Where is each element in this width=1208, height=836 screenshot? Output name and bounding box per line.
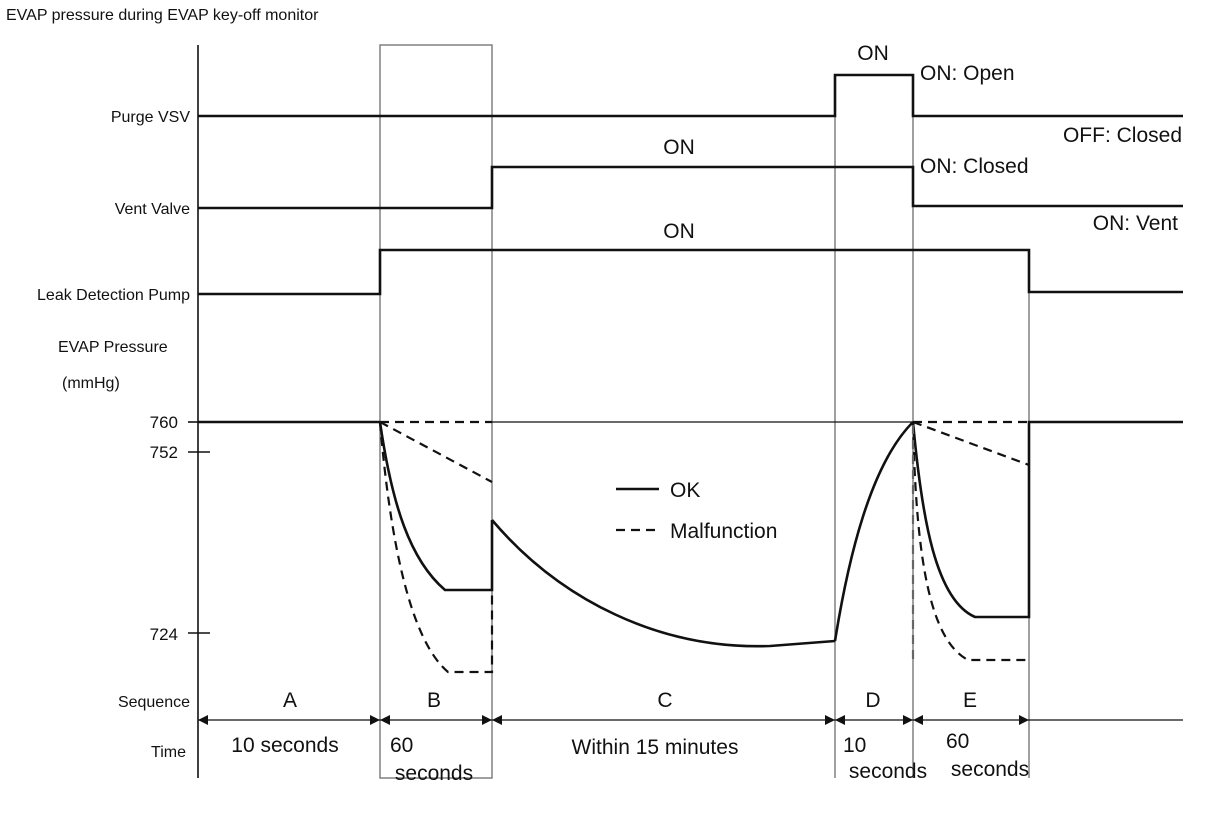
row-label-time: Time <box>151 744 186 761</box>
purge-closed-label: OFF: Closed <box>1063 124 1182 147</box>
arrow-a-right <box>370 715 380 725</box>
leak-pump-trace <box>198 248 1183 296</box>
tick-label-724: 724 <box>150 625 178 644</box>
malf-curve-e <box>911 421 1029 662</box>
arrow-d-right <box>903 715 913 725</box>
sequence-letter-a: A <box>283 689 297 712</box>
row-label-pressure-unit: (mmHg) <box>62 375 120 392</box>
malf-curve-b <box>378 421 494 674</box>
ok-curve-b <box>378 421 494 592</box>
time-d-line2: seconds <box>849 760 927 783</box>
row-label-evap-pressure: EVAP Pressure <box>58 339 168 356</box>
malf-slope-b <box>379 421 493 483</box>
vent-vent-label: ON: Vent <box>1093 212 1178 235</box>
arrow-e-left <box>913 715 923 725</box>
time-b-line2: seconds <box>395 762 473 785</box>
time-a: 10 seconds <box>231 734 338 757</box>
sequence-letters: A B C D E <box>283 689 977 712</box>
arrow-a-left <box>198 715 208 725</box>
tick-label-760: 760 <box>150 413 178 432</box>
arrow-d-left <box>835 715 845 725</box>
legend-malfunction-label: Malfunction <box>670 520 777 543</box>
ok-curve-e <box>911 420 1183 619</box>
phase-b-box <box>379 44 493 779</box>
sequence-letter-c: C <box>657 689 672 712</box>
time-labels: 10 seconds 60 seconds Within 15 minutes … <box>231 730 1029 785</box>
sequence-letter-b: B <box>427 689 441 712</box>
time-e-line2: seconds <box>951 758 1029 781</box>
row-label-leak-pump: Leak Detection Pump <box>37 287 190 304</box>
time-c: Within 15 minutes <box>572 736 739 759</box>
row-label-sequence: Sequence <box>118 694 190 711</box>
diagram-title: EVAP pressure during EVAP key-off monito… <box>6 7 319 24</box>
vent-closed-label: ON: Closed <box>920 155 1029 178</box>
legend: OK Malfunction <box>616 479 777 543</box>
pressure-ok-curves <box>198 420 1183 648</box>
purge-open-label: ON: Open <box>920 62 1015 85</box>
row-label-vent-valve: Vent Valve <box>115 201 190 218</box>
sequence-letter-d: D <box>865 689 880 712</box>
time-e-line1: 60 <box>946 730 969 753</box>
row-label-purge-vsv: Purge VSV <box>111 109 190 126</box>
pressure-malfunction-curves <box>378 420 1030 674</box>
purge-on-label: ON <box>857 42 889 65</box>
ok-curve-c <box>491 519 836 648</box>
malf-slope-e <box>912 420 1030 467</box>
pump-on-label: ON <box>663 220 695 243</box>
tick-label-752: 752 <box>150 443 178 462</box>
vent-valve-trace <box>198 165 1183 210</box>
arrow-b-left <box>380 715 390 725</box>
arrow-b-right <box>482 715 492 725</box>
sequence-letter-e: E <box>963 689 977 712</box>
pressure-axis-ticks: 760 752 724 <box>150 413 210 644</box>
purge-vsv-trace <box>198 73 1183 118</box>
ok-curve-d <box>833 421 914 642</box>
time-d-line1: 10 <box>843 734 866 757</box>
time-b-line1: 60 <box>390 734 413 757</box>
legend-ok-label: OK <box>670 479 700 502</box>
time-arrows <box>198 715 1183 725</box>
arrow-c-left <box>492 715 502 725</box>
arrow-c-right <box>825 715 835 725</box>
vent-on-label: ON <box>663 136 695 159</box>
arrow-e-right <box>1019 715 1029 725</box>
